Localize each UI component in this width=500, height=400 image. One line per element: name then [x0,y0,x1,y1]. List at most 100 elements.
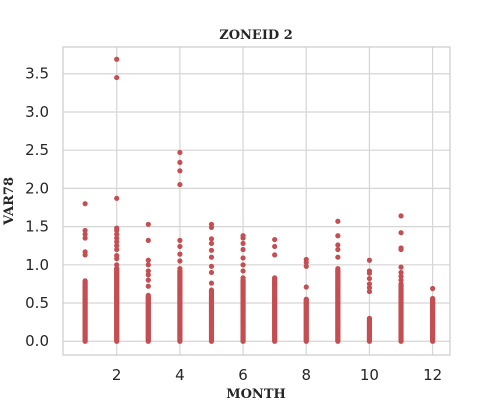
scatter-point [398,264,404,270]
scatter-point [240,275,246,281]
scatter-point [398,277,404,283]
y-tick-label: 1.0 [25,256,49,274]
scatter-point [240,268,246,274]
x-tick-label: 6 [238,366,248,384]
scatter-point [114,262,120,268]
scatter-point [208,263,215,269]
scatter-point [114,266,120,272]
scatter-point [398,230,404,236]
scatter-point [82,227,88,234]
scatter-point [430,285,436,292]
scatter-point [114,56,120,62]
scatter-point [177,237,183,243]
scatter-point [335,246,341,253]
y-tick-label: 3.0 [25,103,49,121]
scatter-point [82,201,88,207]
scatter-point [114,74,120,81]
y-tick-label: 1.5 [25,218,49,236]
scatter-point [145,221,151,227]
scatter-point [208,224,215,230]
scatter-point [177,258,183,264]
scatter-point [177,159,183,166]
scatter-point [114,246,120,253]
scatter-point [145,268,151,274]
scatter-point [82,235,88,241]
scatter-point [114,227,120,234]
scatter-point [366,288,373,295]
x-tick-label: 4 [175,366,185,384]
scatter-point [114,256,120,262]
chart-title: ZONEID 2 [219,28,293,43]
scatter-point [335,254,341,260]
scatter-point [145,237,151,243]
scatter-point [177,266,183,272]
scatter-point [177,181,183,188]
scatter-point [145,262,151,268]
scatter-point [145,283,151,289]
y-tick-label: 2.0 [25,179,49,197]
scatter-point [208,236,215,242]
scatter-point [145,272,151,278]
scatter-point [303,284,309,290]
scatter-point [398,273,404,279]
scatter-point [272,252,278,258]
scatter-point [208,247,215,253]
scatter-point [398,269,404,276]
scatter-point [114,239,120,245]
scatter-point [240,255,246,261]
x-tick-label: 2 [112,366,122,384]
scatter-point [335,218,341,224]
scatter-point [145,277,151,283]
scatter-point [114,231,120,237]
y-axis-title: VAR78 [2,177,17,226]
scatter-point [335,242,341,248]
scatter-point [272,236,278,243]
scatter-point [430,295,436,302]
scatter-point [82,278,88,284]
plot-frame [62,46,451,356]
scatter-point [145,292,151,298]
scatter-point [177,251,183,257]
y-tick-label: 0.0 [25,332,49,350]
scatter-point [272,243,278,250]
scatter-point [240,262,246,268]
scatter-point [177,243,183,250]
grid-lines [63,47,450,355]
data-points [82,56,436,344]
x-tick-label: 8 [301,366,311,384]
scatter-point [240,246,246,253]
scatter-point [366,315,373,321]
y-tick-label: 3.5 [25,65,49,83]
x-tick-label: 10 [360,366,379,384]
scatter-point [114,195,120,201]
scatter-point [366,270,373,276]
scatter-point [398,246,404,253]
scatter-point [398,281,404,287]
scatter-point [82,231,88,237]
scatter-point [366,281,373,287]
scatter-point [240,235,246,241]
scatter-point [303,263,309,269]
scatter-point [114,243,120,249]
scatter-point [114,235,120,241]
x-axis-title: MONTH [226,387,286,400]
scatter-point [208,240,215,247]
y-tick-label: 2.5 [25,141,49,159]
scatter-point [366,285,373,291]
scatter-point [272,275,278,281]
scatter-point [398,213,404,219]
scatter-point [208,269,215,276]
scatter-point [177,168,183,174]
scatter-point [145,257,151,263]
scatter-point [335,266,341,272]
scatter-point [208,280,215,286]
scatter-point [366,275,373,282]
tick-labels: 2 4 6 8 10 12 0.0 0.5 1.0 1.5 2.0 2.5 3.0 3.5 [25,65,442,384]
x-tick-label: 12 [423,366,442,384]
scatter-point [208,254,215,260]
scatter-point [303,296,309,302]
scatter-point [208,287,215,293]
